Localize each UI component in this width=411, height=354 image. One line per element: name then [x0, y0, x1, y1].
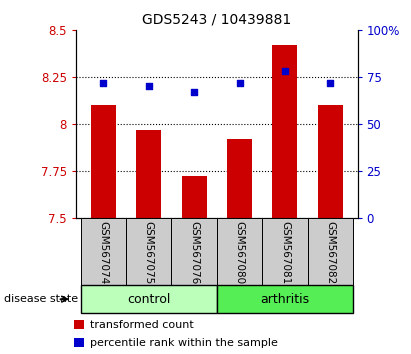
Point: [327, 80, 334, 85]
Bar: [136, 130, 161, 218]
Bar: [81, 285, 217, 313]
Bar: [182, 176, 207, 218]
Title: GDS5243 / 10439881: GDS5243 / 10439881: [142, 12, 291, 26]
Text: arthritis: arthritis: [260, 293, 309, 306]
Bar: [171, 218, 217, 285]
Bar: [307, 218, 353, 285]
Bar: [227, 139, 252, 218]
Text: GSM567076: GSM567076: [189, 221, 199, 284]
Text: disease state: disease state: [4, 294, 78, 304]
Text: control: control: [127, 293, 171, 306]
Bar: [91, 105, 116, 218]
Point: [100, 80, 106, 85]
Bar: [217, 218, 262, 285]
Bar: [81, 218, 126, 285]
Text: GSM567074: GSM567074: [98, 221, 108, 284]
Text: transformed count: transformed count: [90, 320, 194, 330]
Bar: [272, 45, 298, 218]
Bar: [74, 338, 84, 347]
Bar: [318, 105, 343, 218]
Text: percentile rank within the sample: percentile rank within the sample: [90, 338, 278, 348]
Bar: [262, 218, 307, 285]
Point: [145, 84, 152, 89]
Bar: [217, 285, 353, 313]
Text: GSM567082: GSM567082: [326, 221, 335, 284]
Text: GSM567081: GSM567081: [280, 221, 290, 284]
Text: GSM567080: GSM567080: [235, 221, 245, 284]
Point: [191, 89, 197, 95]
Point: [236, 80, 243, 85]
Text: GSM567075: GSM567075: [144, 221, 154, 284]
Point: [282, 69, 288, 74]
Bar: [126, 218, 171, 285]
Bar: [74, 320, 84, 329]
